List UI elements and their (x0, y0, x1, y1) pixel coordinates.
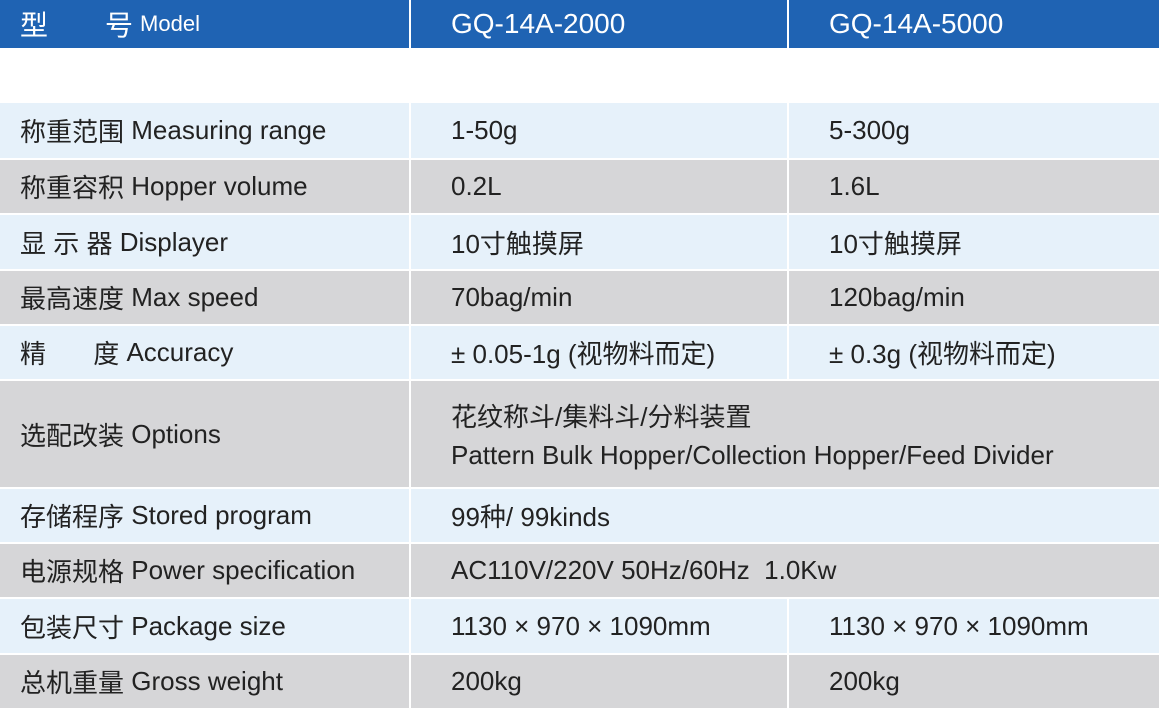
row-label-measuring-range: 称重范围 Measuring range (0, 103, 411, 158)
row-label-en: Max speed (131, 282, 259, 312)
header-label-cell: 型 号 Model (0, 0, 411, 48)
row-value-1: 70bag/min (411, 269, 789, 324)
row-label-cn: 电源规格 (20, 557, 125, 587)
header-label-en: Model (140, 11, 200, 36)
row-value-2: 10寸触摸屏 (789, 213, 1159, 269)
row-label-en: Gross weight (131, 666, 283, 696)
header-label-cn-b: 号 (105, 10, 135, 41)
row-label-cn: 总机重量 (20, 668, 125, 698)
row-label-hopper-volume: 称重容积 Hopper volume (0, 158, 411, 213)
row-label-cn: 包装尺寸 (20, 612, 125, 643)
row-value-power-specification: AC110V/220V 50Hz/60Hz 1.0Kw (411, 542, 1159, 597)
row-label-en: Options (131, 418, 221, 449)
row-value-2: 5-300g (789, 103, 1159, 158)
row-value-2: ± 0.3g (视物料而定) (789, 324, 1159, 379)
row-value-1: ± 0.05-1g (视物料而定) (411, 324, 789, 379)
row-label-en: Stored program (131, 500, 312, 530)
row-label-cn: 称重范围 (20, 117, 125, 147)
row-label-cn: 最高速度 (20, 284, 125, 314)
row-value-options: 花纹称斗/集料斗/分料装置 Pattern Bulk Hopper/Collec… (411, 379, 1159, 487)
row-label-en: Package size (131, 610, 286, 641)
row-label-en: Power specification (131, 555, 356, 585)
row-label-displayer: 显 示 器 Displayer (0, 213, 411, 269)
row-label-stored-program: 存储程序 Stored program (0, 487, 411, 542)
row-value-1: 10寸触摸屏 (411, 213, 789, 269)
header-label-cn-a: 型 (20, 10, 50, 41)
row-value-2: 200kg (789, 653, 1159, 708)
row-label-package-size: 包装尺寸 Package size (0, 597, 411, 653)
row-label-cn: 称重容积 (20, 173, 125, 203)
header-separator (0, 48, 1159, 103)
row-label-en: Accuracy (126, 337, 234, 367)
row-value-1: 0.2L (411, 158, 789, 213)
row-value-1: 1130 × 970 × 1090mm (411, 597, 789, 653)
header-model-1: GQ-14A-2000 (411, 0, 789, 48)
row-label-cn: 选配改装 (20, 420, 125, 451)
row-value-2: 1.6L (789, 158, 1159, 213)
row-value-2: 1130 × 970 × 1090mm (789, 597, 1159, 653)
header-model-2: GQ-14A-5000 (789, 0, 1159, 48)
row-label-power-specification: 电源规格 Power specification (0, 542, 411, 597)
row-label-gross-weight: 总机重量 Gross weight (0, 653, 411, 708)
row-label-cn: 显 示 器 (20, 228, 113, 259)
row-value-1: 200kg (411, 653, 789, 708)
row-label-cn: 精 度 (20, 339, 120, 369)
row-label-max-speed: 最高速度 Max speed (0, 269, 411, 324)
row-label-en: Hopper volume (131, 171, 308, 201)
row-label-en: Displayer (119, 226, 229, 257)
row-label-options: 选配改装 Options (0, 379, 411, 487)
row-label-cn: 存储程序 (20, 502, 125, 532)
options-line-en: Pattern Bulk Hopper/Collection Hopper/Fe… (451, 440, 1054, 470)
row-label-accuracy: 精 度 Accuracy (0, 324, 411, 379)
row-value-1: 1-50g (411, 103, 789, 158)
options-line-cn: 花纹称斗/集料斗/分料装置 (451, 402, 752, 432)
row-value-stored-program: 99种/ 99kinds (411, 487, 1159, 542)
row-label-en: Measuring range (131, 115, 327, 145)
row-value-2: 120bag/min (789, 269, 1159, 324)
